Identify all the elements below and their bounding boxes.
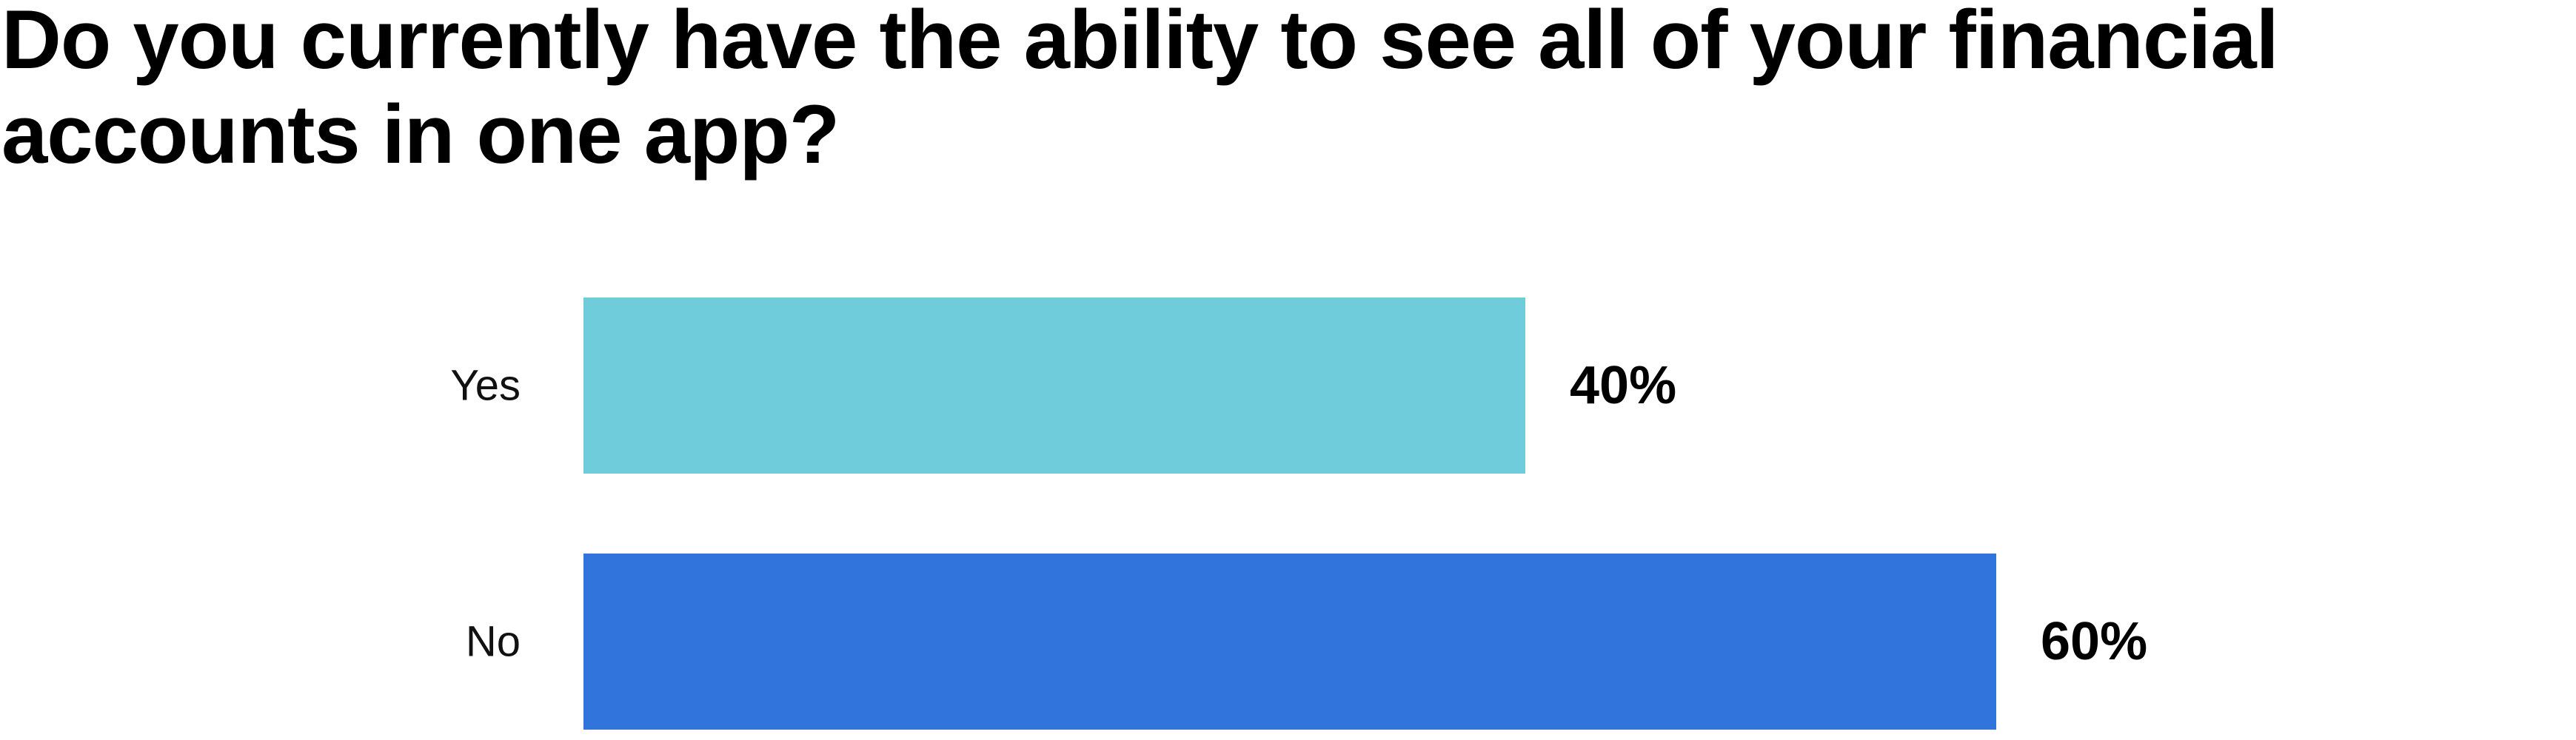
value-label-no: 60% [2041,612,2147,671]
bar-no [583,554,1996,730]
chart-title: Do you currently have the ability to see… [1,0,2279,181]
bar-yes [583,297,1525,474]
value-label-yes: 40% [1570,356,1676,415]
bars-layer: Yes 40% No 60% [450,297,2147,730]
category-label-yes: Yes [450,362,521,410]
category-label-no: No [466,618,521,666]
